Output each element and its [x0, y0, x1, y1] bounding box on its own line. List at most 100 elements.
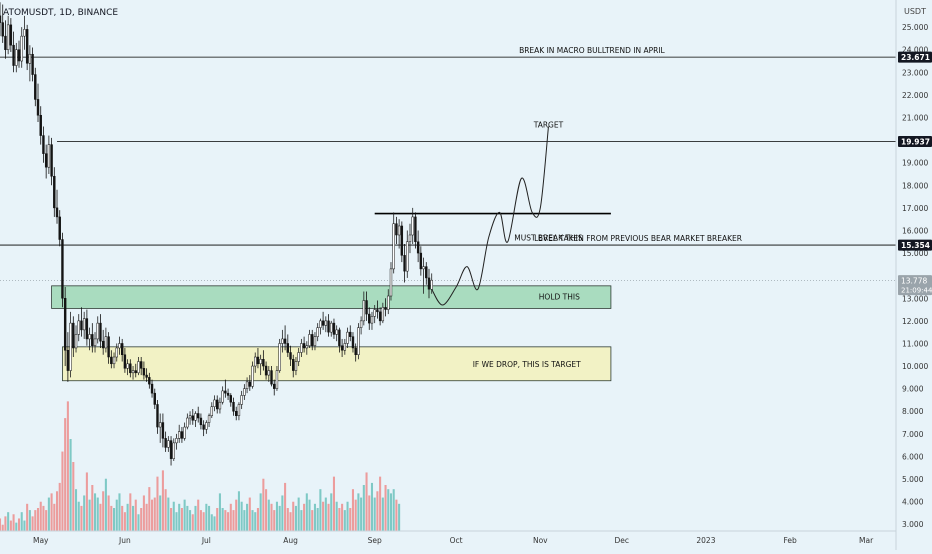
volume-bar — [357, 493, 360, 531]
candle-body — [31, 53, 34, 75]
volume-bar — [99, 503, 102, 531]
volume-bar — [161, 470, 164, 531]
time-tick-label: Oct — [450, 536, 463, 545]
candle-body — [216, 399, 219, 410]
volume-bar — [102, 491, 105, 531]
candle-body — [357, 327, 360, 356]
candle-body — [47, 144, 51, 168]
candle-body — [34, 74, 37, 100]
volume-bar — [183, 499, 186, 531]
lines-layer — [0, 56, 896, 281]
candle-body — [264, 365, 268, 376]
volume-bar — [384, 485, 387, 531]
candle-body — [351, 336, 355, 349]
volume-bar — [330, 493, 333, 531]
price-marker-box — [898, 239, 932, 251]
volume-bar — [278, 505, 281, 531]
candle-body — [110, 356, 113, 365]
price-marker-label: 15.354 — [901, 241, 930, 250]
candle-body — [134, 370, 137, 374]
candle-body — [376, 309, 379, 313]
volume-bar — [341, 503, 344, 531]
volume-bar — [322, 501, 325, 531]
volume-bar — [153, 497, 156, 531]
volume-bar — [15, 522, 18, 531]
candle-body — [330, 322, 333, 333]
volume-layer — [0, 401, 401, 531]
volume-bar — [335, 501, 338, 531]
volume-bar — [389, 493, 393, 531]
candle-body — [23, 29, 26, 37]
volume-bar — [286, 508, 289, 531]
volume-bar — [85, 472, 88, 531]
candle-body — [139, 361, 143, 369]
candle-body — [77, 320, 80, 335]
candle-body — [416, 241, 420, 254]
volume-bar — [275, 501, 278, 531]
volume-bar — [289, 512, 292, 531]
candle-body — [145, 374, 148, 378]
price-tick-label: 23.000 — [902, 68, 928, 77]
volume-bar — [376, 491, 379, 531]
volume-bar — [324, 497, 327, 531]
candle-body — [126, 363, 129, 369]
price-marker-label: 23.671 — [901, 53, 930, 62]
candle-body — [403, 255, 406, 272]
volume-bar — [180, 508, 183, 531]
volume-bar — [370, 482, 374, 531]
time-tick-label: Nov — [533, 536, 548, 545]
volume-bar — [159, 495, 162, 531]
volume-bar — [175, 512, 178, 531]
candle-body — [297, 352, 300, 362]
candle-body — [85, 318, 89, 340]
volume-bar — [107, 495, 110, 531]
time-axis[interactable]: May Jun Jul Aug Sep Oct Nov Dec 2023 Feb Mar — [33, 536, 874, 545]
candle-body — [422, 266, 425, 270]
volume-bar — [270, 503, 273, 531]
candle-body — [69, 322, 72, 371]
volume-bar — [28, 510, 31, 531]
candle-body — [408, 234, 412, 243]
volume-bar — [164, 489, 167, 531]
volume-bar — [55, 491, 59, 531]
candle-body — [430, 279, 433, 290]
volume-bar — [216, 508, 219, 531]
candle-body — [218, 401, 222, 410]
candle-body — [392, 223, 395, 270]
volume-bar — [303, 503, 306, 531]
candle-body — [292, 359, 295, 371]
volume-bar — [300, 510, 303, 531]
candle-body — [164, 438, 167, 448]
candle-body — [359, 320, 363, 328]
candle-body — [42, 135, 45, 154]
candle-body — [153, 392, 156, 405]
volume-bar — [58, 482, 61, 531]
candle-body — [395, 223, 398, 236]
candle-body — [53, 175, 56, 209]
candle-body — [197, 413, 200, 419]
candle-body — [91, 334, 94, 346]
candle-body — [129, 363, 132, 374]
price-tick-label: 19.000 — [902, 159, 928, 168]
candle-body — [188, 415, 192, 419]
price-tick-label: 25.000 — [902, 23, 928, 32]
level-label-4: MUST BREAK THIS — [514, 233, 583, 242]
hold-zone-label: HOLD THIS — [539, 292, 580, 301]
candle-body — [365, 300, 368, 315]
candle-body — [101, 340, 105, 349]
volume-bar — [292, 501, 295, 531]
candle-body — [123, 354, 127, 369]
volume-bar — [232, 510, 235, 531]
candle-body — [44, 153, 48, 168]
volume-bar — [26, 503, 29, 531]
volume-bar — [224, 510, 227, 531]
candle-body — [384, 307, 387, 310]
candle-body — [338, 329, 341, 346]
volume-bar — [4, 516, 7, 531]
candle-body — [370, 316, 374, 324]
candle-body — [316, 327, 319, 337]
volume-bar — [121, 505, 124, 531]
